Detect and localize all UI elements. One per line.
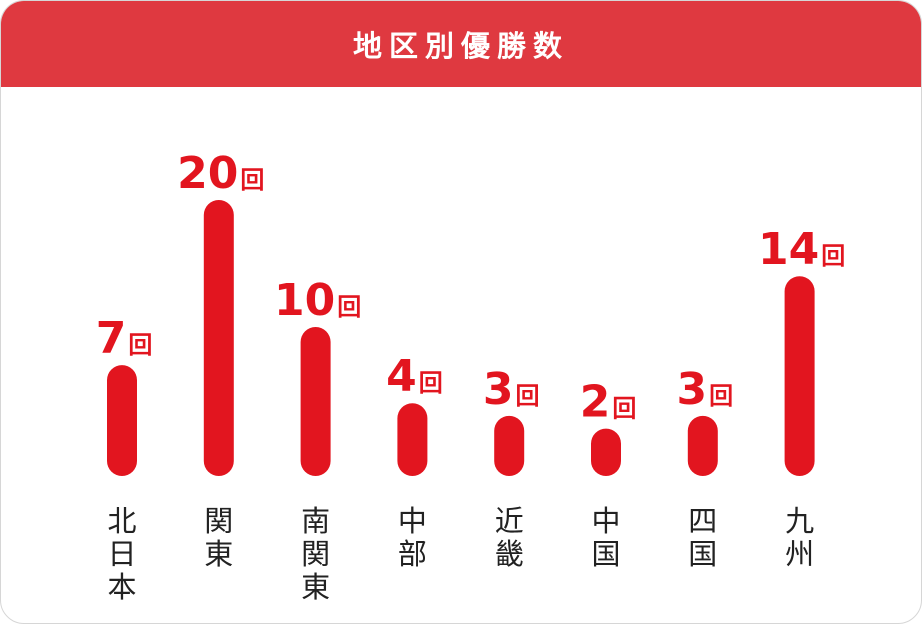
- value-label-4: 4回: [386, 351, 443, 402]
- category-char: 九: [785, 504, 814, 538]
- category-char: 畿: [495, 537, 524, 571]
- category-char: 南: [301, 504, 330, 538]
- bar-5: [494, 415, 525, 476]
- category-char: 本: [107, 570, 136, 604]
- category-char: 北: [107, 504, 136, 538]
- bar-8: [784, 276, 815, 476]
- category-char: 東: [204, 537, 233, 571]
- value-unit: 回: [516, 382, 540, 410]
- category-char: 関: [204, 504, 233, 538]
- category-char: 中: [591, 504, 620, 538]
- value-number: 4: [386, 351, 417, 402]
- category-char: 部: [398, 537, 427, 571]
- category-label-8: 九州: [785, 504, 814, 571]
- value-unit: 回: [419, 369, 443, 397]
- category-char: 州: [785, 537, 814, 571]
- value-label-6: 2回: [580, 377, 637, 428]
- value-number: 7: [96, 313, 127, 364]
- value-number: 3: [676, 364, 707, 415]
- category-char: 国: [591, 537, 620, 571]
- value-unit: 回: [709, 382, 733, 410]
- value-label-2: 20回: [177, 148, 264, 199]
- bar-4: [397, 403, 428, 476]
- category-label-3: 南関東: [301, 504, 330, 604]
- category-label-6: 中国: [591, 504, 620, 571]
- chart-title: 地区別優勝数: [352, 29, 569, 63]
- value-unit: 回: [240, 166, 264, 194]
- category-char: 近: [495, 504, 524, 538]
- value-label-5: 3回: [483, 364, 540, 415]
- bar-1: [107, 365, 137, 476]
- value-number: 3: [483, 364, 514, 415]
- bar-6: [591, 428, 621, 476]
- bar-3: [300, 327, 331, 476]
- category-char: 日: [107, 537, 136, 571]
- value-number: 2: [580, 377, 611, 428]
- value-unit: 回: [337, 293, 361, 321]
- category-char: 関: [301, 537, 330, 571]
- category-label-1: 北日本: [107, 504, 136, 604]
- category-char: 東: [301, 570, 330, 604]
- value-label-8: 14回: [758, 224, 845, 275]
- category-label-7: 四国: [688, 504, 717, 571]
- category-char: 国: [688, 537, 717, 571]
- value-unit: 回: [612, 395, 636, 423]
- value-number: 10: [274, 275, 335, 326]
- value-unit: 回: [128, 331, 152, 359]
- category-label-2: 関東: [204, 504, 233, 571]
- category-char: 四: [688, 504, 717, 538]
- value-label-3: 10回: [274, 275, 361, 326]
- bar-2: [203, 200, 234, 476]
- value-number: 14: [758, 224, 819, 275]
- category-label-5: 近畿: [495, 504, 524, 571]
- chart-header: 地区別優勝数: [1, 1, 921, 87]
- category-char: 中: [398, 504, 427, 538]
- category-label-4: 中部: [398, 504, 427, 571]
- bar-7: [687, 415, 718, 476]
- value-number: 20: [177, 148, 238, 199]
- value-label-1: 7回: [96, 313, 153, 364]
- value-label-7: 3回: [676, 364, 733, 415]
- value-unit: 回: [821, 242, 845, 270]
